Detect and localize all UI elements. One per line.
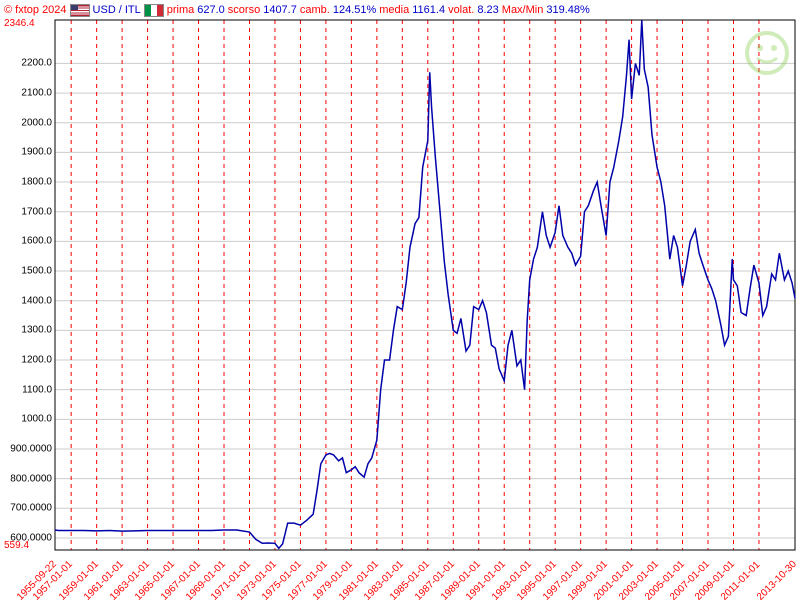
y-tick-label: 1900.0 (21, 147, 52, 158)
exchange-rate-chart (0, 0, 800, 600)
y-max-label: 2346.4 (4, 18, 35, 29)
y-tick-label: 2100.0 (21, 88, 52, 99)
y-tick-label: 2200.0 (21, 58, 52, 69)
y-tick-label: 1300.0 (21, 325, 52, 336)
y-tick-label: 1800.0 (21, 177, 52, 188)
y-tick-label: 900.0000 (10, 443, 52, 454)
y-tick-label: 1500.0 (21, 266, 52, 277)
y-tick-label: 700.0000 (10, 503, 52, 514)
y-tick-label: 2000.0 (21, 117, 52, 128)
y-tick-label: 800.0000 (10, 473, 52, 484)
y-tick-label: 1200.0 (21, 355, 52, 366)
y-tick-label: 1600.0 (21, 236, 52, 247)
y-tick-label: 1400.0 (21, 295, 52, 306)
watermark-text: fxtop.com (795, 180, 800, 332)
y-tick-label: 1700.0 (21, 206, 52, 217)
watermark-logo (742, 28, 792, 83)
y-tick-label: 1100.0 (22, 384, 52, 395)
y-min-label: 559.4 (4, 540, 29, 551)
y-tick-label: 1000.0 (21, 414, 52, 425)
